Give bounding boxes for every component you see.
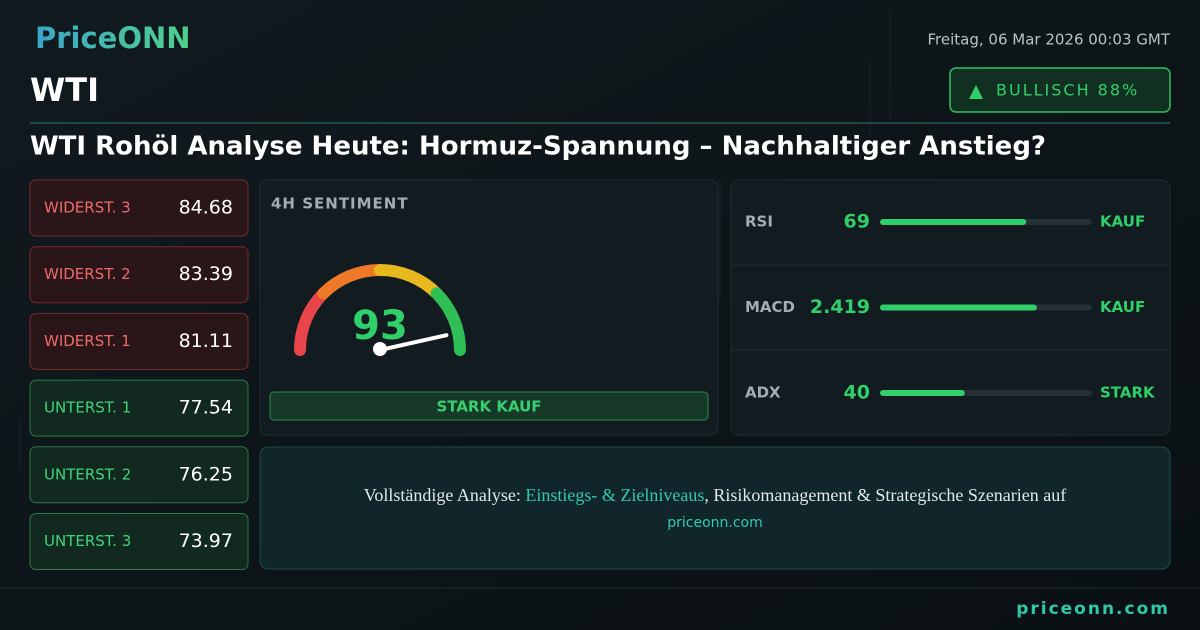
needle-hub xyxy=(373,342,387,356)
level-label: WIDERST. 2 xyxy=(44,265,131,283)
symbol: WTI xyxy=(30,71,99,109)
level-value: 73.97 xyxy=(179,530,233,552)
badge-icon xyxy=(969,85,983,99)
indicator-signal: KAUF xyxy=(1100,213,1145,231)
level-value: 84.68 xyxy=(179,197,233,219)
level-value: 81.11 xyxy=(179,330,233,352)
level-box xyxy=(29,312,249,370)
level-value: 77.54 xyxy=(179,397,233,419)
level-box xyxy=(29,379,249,437)
cta-highlight: Einstiegs- & Zielniveaus xyxy=(525,485,704,505)
level-label: WIDERST. 1 xyxy=(44,332,131,350)
gauge-needle xyxy=(378,333,449,352)
cta-lead: Vollständige Analyse: xyxy=(364,485,526,505)
cta-link[interactable]: priceonn.com xyxy=(667,515,763,531)
gauge-signal: STARK KAUF xyxy=(436,398,541,416)
cta-panel xyxy=(259,446,1171,570)
level-box xyxy=(29,246,249,304)
indicator-bar xyxy=(880,304,1037,311)
indicator-signal: STARK xyxy=(1100,384,1156,402)
logo: PriceONN xyxy=(35,21,191,55)
level-box xyxy=(29,446,249,504)
cta-rest: , Risikomanagement & Strategische Szenar… xyxy=(704,485,1066,505)
indicator-value: 2.419 xyxy=(810,296,870,318)
indicator-label: MACD xyxy=(745,298,795,316)
level-label: WIDERST. 3 xyxy=(44,199,131,217)
cta-text: Vollständige Analyse: Einstiegs- & Zieln… xyxy=(364,485,1067,505)
gauge-arc xyxy=(293,263,467,356)
level-label: UNTERST. 1 xyxy=(44,399,131,417)
indicator-bar xyxy=(880,219,1027,225)
level-box xyxy=(29,179,249,237)
footer-brand: priceonn.com xyxy=(1016,599,1170,619)
gauge-value: 93 xyxy=(352,303,408,349)
headline: WTI Rohöl Analyse Heute: Hormuz-Spannung… xyxy=(30,132,1046,162)
indicator-label: RSI xyxy=(745,213,773,231)
levels: WIDERST. 3 84.68 WIDERST. 2 83.39 WIDERST. 1… xyxy=(29,179,249,570)
level-value: 76.25 xyxy=(179,463,233,485)
badge-text: BULLISCH 88% xyxy=(996,81,1139,100)
signal-bar xyxy=(269,391,709,421)
background-chart xyxy=(19,10,891,470)
level-box xyxy=(29,513,249,570)
date: Freitag, 06 Mar 2026 00:03 GMT xyxy=(928,31,1171,49)
badge xyxy=(949,67,1171,113)
indicators: RSI 69 KAUF MACD 2.419 KAUF ADX 40 STARK xyxy=(745,211,1156,404)
indicator-value: 40 xyxy=(844,382,870,404)
indicator-signal: KAUF xyxy=(1100,298,1145,316)
level-label: UNTERST. 2 xyxy=(44,465,131,483)
level-label: UNTERST. 3 xyxy=(44,532,131,550)
indicator-label: ADX xyxy=(745,384,781,402)
level-value: 83.39 xyxy=(179,263,233,285)
gauge-panel xyxy=(259,179,719,436)
gauge-title: 4H SENTIMENT xyxy=(271,195,409,213)
indicator-bar xyxy=(880,390,965,396)
indicator-value: 69 xyxy=(844,211,870,233)
